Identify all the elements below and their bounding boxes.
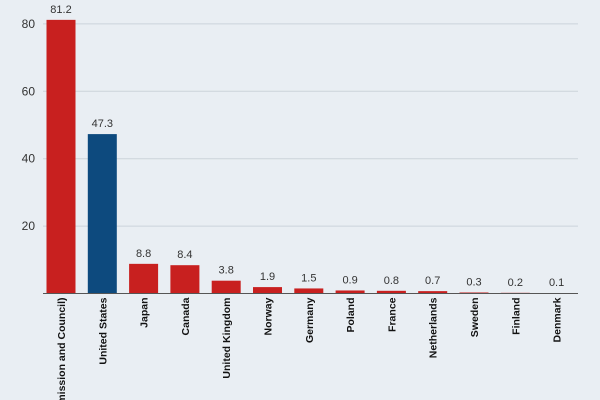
category-label: Japan	[139, 298, 151, 328]
bar	[376, 290, 406, 294]
y-axis-tick-labels: 20 40 60 80	[22, 17, 36, 233]
data-labels: 81.2 47.3 8.8 8.4 3.8 1.9 1.5 0.9 0.8 0.7 0.3 0.2 0.…	[50, 4, 564, 289]
bar	[211, 280, 241, 294]
x-axis-category-labels: nmission and Council) United States Japan C…	[56, 297, 564, 400]
y-tick-label: 60	[22, 84, 36, 98]
bar	[46, 19, 76, 294]
bar	[418, 291, 448, 294]
data-label: 1.5	[301, 272, 316, 284]
data-label: 3.8	[219, 265, 234, 277]
bar	[253, 287, 282, 294]
data-label: 0.8	[384, 275, 399, 287]
category-label: Finland	[510, 298, 522, 335]
category-label: Norway	[263, 297, 275, 335]
bar	[335, 290, 365, 294]
category-label: United Kingdom	[221, 298, 233, 379]
bar	[459, 292, 489, 294]
data-label: 0.2	[508, 277, 523, 289]
category-label: Netherlands	[428, 297, 440, 358]
data-label: 8.4	[177, 249, 192, 261]
bar	[129, 263, 159, 294]
y-tick-label: 80	[22, 17, 36, 31]
category-label: Denmark	[552, 297, 564, 342]
category-label: nmission and Council)	[56, 298, 68, 400]
category-label: France	[386, 297, 398, 332]
bar	[294, 288, 324, 294]
category-label: Sweden	[469, 298, 481, 338]
gridlines	[43, 23, 578, 227]
category-label: Canada	[180, 297, 192, 335]
data-label: 0.3	[466, 276, 481, 288]
bar	[87, 134, 117, 294]
data-label: 47.3	[92, 118, 113, 130]
data-label: 81.2	[50, 4, 71, 16]
category-label: Germany	[304, 297, 316, 343]
data-label: 0.1	[549, 277, 564, 289]
data-label: 0.7	[425, 275, 440, 287]
data-label: 8.8	[136, 248, 151, 260]
y-tick-label: 40	[22, 152, 36, 166]
y-tick-label: 20	[22, 219, 36, 233]
bars	[46, 19, 572, 294]
data-label: 1.9	[260, 271, 275, 283]
data-label: 0.9	[342, 274, 357, 286]
category-label: United States	[97, 297, 109, 364]
bar	[170, 265, 200, 294]
category-label: Poland	[345, 298, 357, 333]
